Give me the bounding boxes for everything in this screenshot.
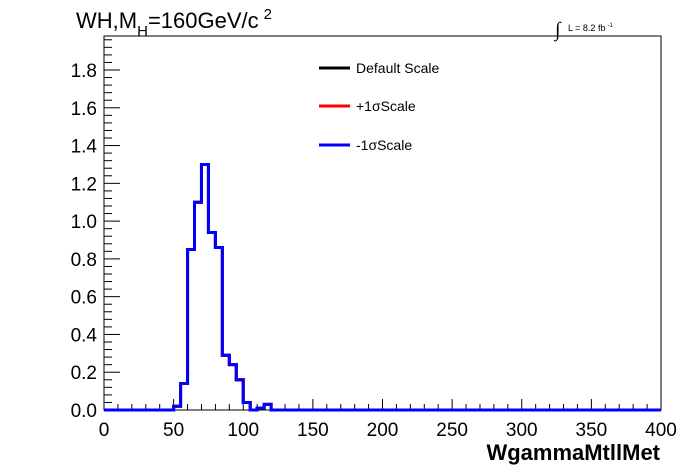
x-tick-label: 200 <box>367 420 399 441</box>
title-subscript: H <box>137 23 148 40</box>
legend-label-minus-1sigma-scale: -1σScale <box>356 137 412 153</box>
y-tick-label: 1.4 <box>71 137 98 158</box>
x-tick-label: 100 <box>227 420 259 441</box>
x-axis-label: WgammaMtllMet <box>486 440 660 465</box>
y-tick-label: 1.6 <box>71 99 97 120</box>
lumi-label: L = 8.2 fb -1 <box>568 23 613 33</box>
x-tick-label: 350 <box>576 420 608 441</box>
y-tick-label: 0.8 <box>71 250 97 271</box>
x-tick-label: 400 <box>645 420 677 441</box>
x-tick-label: 300 <box>506 420 538 441</box>
title-main: WH,M <box>76 8 137 33</box>
y-tick-label: 0.2 <box>71 363 97 384</box>
series--1-scale <box>104 162 661 412</box>
series-layer <box>104 162 661 412</box>
y-tick-label: 0.0 <box>71 401 97 422</box>
lumi-integral: ∫ <box>553 19 562 42</box>
x-tick-label: 50 <box>163 420 184 441</box>
legend-label-default-scale: Default Scale <box>356 60 439 76</box>
y-tick-label: 1.0 <box>71 212 97 233</box>
x-tick-label: 250 <box>436 420 468 441</box>
y-tick-label: 1.8 <box>71 61 97 82</box>
legend-label-plus-1sigma-scale: +1σScale <box>356 98 416 114</box>
title-rest: =160GeV/c <box>148 8 259 33</box>
y-tick-label: 0.6 <box>71 288 97 309</box>
title-superscript: 2 <box>264 6 272 23</box>
lumi-text: L = 8.2 fb <box>568 23 605 33</box>
legend: Default Scale +1σScale -1σScale <box>319 60 439 153</box>
y-tick-label: 1.2 <box>71 174 97 195</box>
chart-title: WH,MH=160GeV/c 2 <box>76 6 272 40</box>
x-tick-label: 0 <box>99 420 110 441</box>
x-tick-label: 150 <box>297 420 329 441</box>
tick-labels: 0 50 100 150 200 250 300 350 400 0.0 0.2 0.4 0.6 0.8 1… <box>71 61 677 441</box>
y-tick-label: 0.4 <box>71 325 98 346</box>
lumi-superscript: -1 <box>607 23 613 29</box>
